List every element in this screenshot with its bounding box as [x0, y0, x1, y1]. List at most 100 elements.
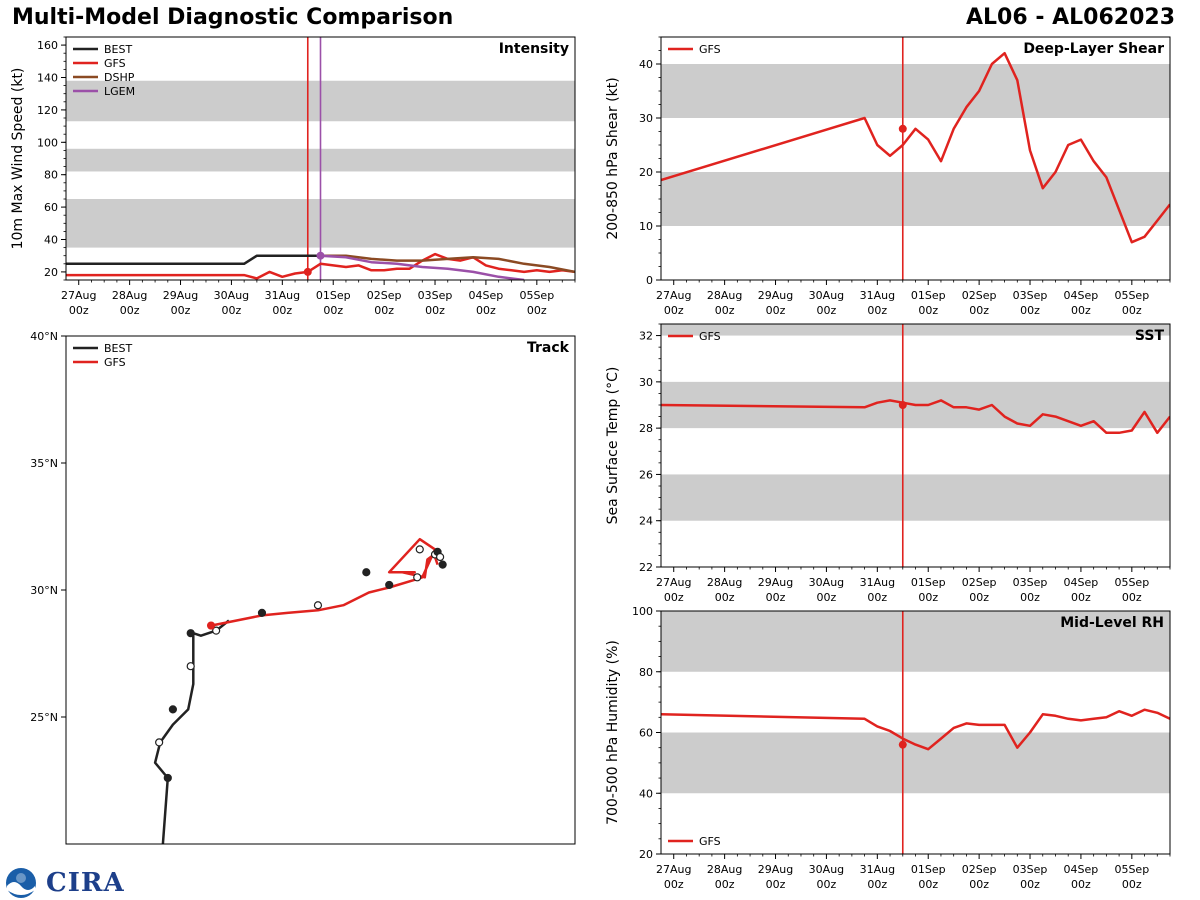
intensity-xtick-sublabel-7: 00z: [425, 304, 445, 317]
track-legend-label-best: BEST: [104, 342, 132, 355]
shear-ylabel: 200-850 hPa Shear (kt): [605, 77, 621, 239]
sst-xtick-sublabel-4: 00z: [867, 591, 887, 604]
intensity-legend-label-lgem: LGEM: [104, 85, 135, 98]
intensity-ytick-label-4: 100: [37, 136, 58, 149]
intensity-xtick-sublabel-9: 00z: [527, 304, 547, 317]
rh-band-0: [661, 732, 1170, 794]
shear-xtick-sublabel-6: 00z: [969, 304, 989, 317]
shear-xtick-sublabel-9: 00z: [1122, 304, 1142, 317]
intensity-ytick-label-2: 60: [44, 201, 58, 214]
noaa-logo-icon: [6, 868, 36, 898]
cira-logo-text: CIRA: [46, 868, 125, 898]
intensity-xtick-sublabel-3: 00z: [222, 304, 242, 317]
intensity-xtick-label-9: 05Sep: [519, 289, 554, 302]
rh-ytick-label-4: 100: [632, 605, 653, 618]
rh-xtick-sublabel-5: 00z: [918, 878, 938, 891]
rh-xtick-label-8: 04Sep: [1064, 863, 1099, 876]
intensity-ytick-label-5: 120: [37, 104, 58, 117]
intensity-data-layer: [66, 37, 575, 280]
shear-xtick-label-2: 29Aug: [758, 289, 793, 302]
rh-band-1: [661, 611, 1170, 672]
track-track-point-11: [413, 573, 422, 582]
rh-xtick-sublabel-9: 00z: [1122, 878, 1142, 891]
track-data-layer: [153, 537, 447, 844]
shear-xtick-sublabel-2: 00z: [766, 304, 786, 317]
sst-legend-label-gfs: GFS: [699, 330, 721, 343]
intensity-ytick-label-6: 140: [37, 72, 58, 85]
intensity-xtick-sublabel-4: 00z: [272, 304, 292, 317]
shear-xtick-label-1: 28Aug: [707, 289, 742, 302]
intensity-xtick-label-7: 03Sep: [418, 289, 453, 302]
intensity-series-best: [66, 254, 321, 266]
rh-xtick-label-4: 31Aug: [860, 863, 895, 876]
shear-legend-label-gfs: GFS: [699, 43, 721, 56]
track-track-point-3: [186, 662, 195, 671]
track-track-point-16: [438, 560, 447, 569]
shear-band-0: [661, 172, 1170, 226]
sst-plot-area: [661, 324, 1170, 567]
sst-xtick-label-4: 31Aug: [860, 576, 895, 589]
intensity-ytick-label-3: 80: [44, 169, 58, 182]
intensity-xtick-label-2: 29Aug: [163, 289, 198, 302]
shear-xtick-sublabel-4: 00z: [867, 304, 887, 317]
intensity-xtick-sublabel-6: 00z: [374, 304, 394, 317]
rh-xtick-sublabel-0: 00z: [664, 878, 684, 891]
shear-xtick-sublabel-8: 00z: [1071, 304, 1091, 317]
intensity-xtick-sublabel-1: 00z: [120, 304, 140, 317]
track-track-point-7: [257, 608, 267, 617]
intensity-marker-1: [316, 251, 325, 260]
intensity-ylabel: 10m Max Wind Speed (kt): [10, 68, 26, 250]
intensity-series-dshp: [320, 254, 575, 274]
track-track-point-1: [155, 738, 164, 747]
rh-ytick-label-1: 40: [639, 787, 653, 800]
intensity-series-lgem: [320, 254, 525, 280]
sst-xtick-sublabel-5: 00z: [918, 591, 938, 604]
intensity-xtick-label-1: 28Aug: [112, 289, 147, 302]
intensity-xtick-label-6: 02Sep: [367, 289, 402, 302]
shear-xtick-sublabel-5: 00z: [918, 304, 938, 317]
rh-xtick-label-0: 27Aug: [656, 863, 691, 876]
sst-xtick-sublabel-1: 00z: [715, 591, 735, 604]
shear-title: Deep-Layer Shear: [1023, 41, 1164, 57]
intensity-xtick-sublabel-2: 00z: [171, 304, 191, 317]
intensity-xtick-sublabel-5: 00z: [323, 304, 343, 317]
sst-ytick-label-5: 32: [639, 330, 653, 343]
rh-xtick-sublabel-4: 00z: [867, 878, 887, 891]
intensity-xtick-label-5: 01Sep: [316, 289, 351, 302]
track-track-point-15: [436, 552, 445, 562]
sst-xtick-label-6: 02Sep: [962, 576, 997, 589]
intensity-legend-label-dshp: DSHP: [104, 71, 135, 84]
sst-xtick-sublabel-8: 00z: [1071, 591, 1091, 604]
intensity-marker-0: [303, 267, 312, 276]
rh-legend-label-gfs: GFS: [699, 835, 721, 848]
shear-ytick-label-3: 30: [639, 112, 653, 125]
track-track-point-5: [212, 626, 221, 635]
shear-xtick-label-0: 27Aug: [656, 289, 691, 302]
rh-ytick-label-3: 80: [639, 666, 653, 679]
cira-logo: CIRA: [4, 866, 124, 900]
shear-xtick-sublabel-1: 00z: [715, 304, 735, 317]
shear-xtick-sublabel-3: 00z: [817, 304, 837, 317]
track-ytick-label-3: 40°N: [30, 330, 58, 343]
rh-xtick-label-9: 05Sep: [1114, 863, 1149, 876]
rh-data-layer: [661, 611, 1170, 854]
sst-ytick-label-0: 22: [639, 561, 653, 574]
shear-xtick-label-9: 05Sep: [1114, 289, 1149, 302]
rh-xtick-sublabel-3: 00z: [817, 878, 837, 891]
sst-xtick-label-5: 01Sep: [911, 576, 946, 589]
shear-ytick-label-1: 10: [639, 220, 653, 233]
sst-xtick-sublabel-7: 00z: [1020, 591, 1040, 604]
rh-marker-0: [898, 740, 907, 749]
sst-xtick-label-1: 28Aug: [707, 576, 742, 589]
track-ytick-label-0: 25°N: [30, 711, 58, 724]
rh-series-gfs: [661, 708, 1170, 751]
intensity-xtick-sublabel-8: 00z: [476, 304, 496, 317]
sst-xtick-label-2: 29Aug: [758, 576, 793, 589]
sst-xtick-sublabel-3: 00z: [817, 591, 837, 604]
sst-xtick-label-8: 04Sep: [1064, 576, 1099, 589]
shear-ytick-label-0: 0: [646, 274, 653, 287]
intensity-series-gfs: [66, 252, 575, 280]
intensity-legend-label-best: BEST: [104, 43, 132, 56]
shear-xtick-sublabel-7: 00z: [1020, 304, 1040, 317]
